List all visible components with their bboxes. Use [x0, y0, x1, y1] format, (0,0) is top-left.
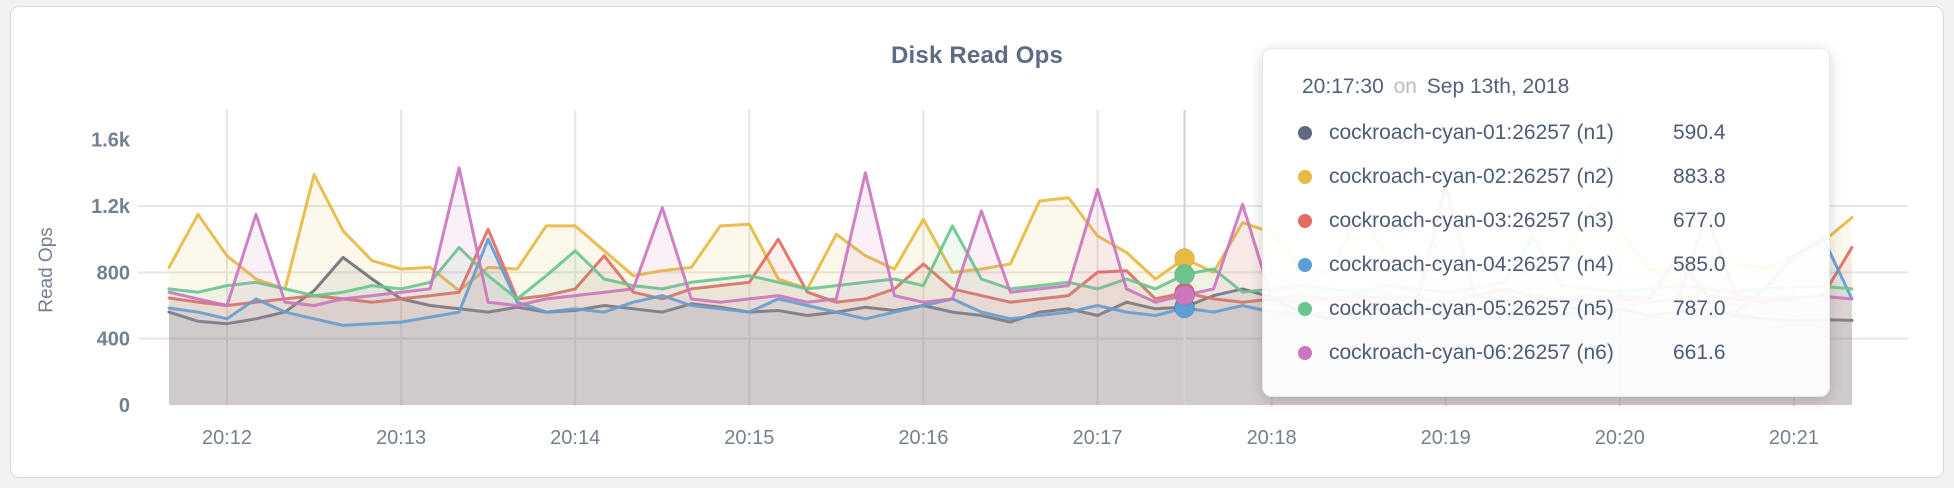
- series-color-dot-icon: [1298, 302, 1312, 316]
- tooltip-series-value: 590.4: [1673, 121, 1726, 144]
- series-color-dot-icon: [1298, 214, 1312, 228]
- tooltip-row: cockroach-cyan-04:26257 (n4) 585.0: [1298, 243, 1801, 287]
- tooltip-series-label: cockroach-cyan-03:26257 (n3): [1329, 209, 1614, 232]
- tooltip-series-value: 585.0: [1673, 253, 1726, 276]
- tooltip-date: Sep 13th, 2018: [1426, 75, 1570, 98]
- series-color-dot-icon: [1298, 170, 1312, 184]
- chart-title: Disk Read Ops: [891, 42, 1063, 69]
- tooltip-time: 20:17:30: [1302, 75, 1384, 98]
- tooltip-series-value: 661.6: [1673, 341, 1726, 364]
- series-color-dot-icon: [1298, 258, 1312, 272]
- tooltip-series-label: cockroach-cyan-04:26257 (n4): [1329, 253, 1614, 276]
- tooltip-series-label: cockroach-cyan-05:26257 (n5): [1329, 297, 1614, 320]
- tooltip-connector: on: [1393, 75, 1417, 98]
- hover-tooltip: 20:17:30 on Sep 13th, 2018 cockroach-cya…: [1262, 48, 1830, 397]
- tooltip-row: cockroach-cyan-03:26257 (n3) 677.0: [1298, 199, 1801, 243]
- tooltip-header: 20:17:30 on Sep 13th, 2018: [1302, 73, 1801, 101]
- series-color-dot-icon: [1298, 346, 1312, 360]
- series-color-dot-icon: [1298, 126, 1312, 140]
- tooltip-series-label: cockroach-cyan-06:26257 (n6): [1329, 341, 1614, 364]
- tooltip-row: cockroach-cyan-06:26257 (n6) 661.6: [1298, 331, 1801, 375]
- tooltip-series-label: cockroach-cyan-02:26257 (n2): [1329, 165, 1614, 188]
- tooltip-series-value: 677.0: [1673, 209, 1726, 232]
- tooltip-series-value: 787.0: [1673, 297, 1726, 320]
- tooltip-row: cockroach-cyan-05:26257 (n5) 787.0: [1298, 287, 1801, 331]
- tooltip-row: cockroach-cyan-02:26257 (n2) 883.8: [1298, 155, 1801, 199]
- tooltip-series-value: 883.8: [1673, 165, 1726, 188]
- tooltip-row: cockroach-cyan-01:26257 (n1) 590.4: [1298, 111, 1801, 155]
- tooltip-series-label: cockroach-cyan-01:26257 (n1): [1329, 121, 1614, 144]
- tooltip-rows: cockroach-cyan-01:26257 (n1) 590.4 cockroa…: [1298, 111, 1801, 375]
